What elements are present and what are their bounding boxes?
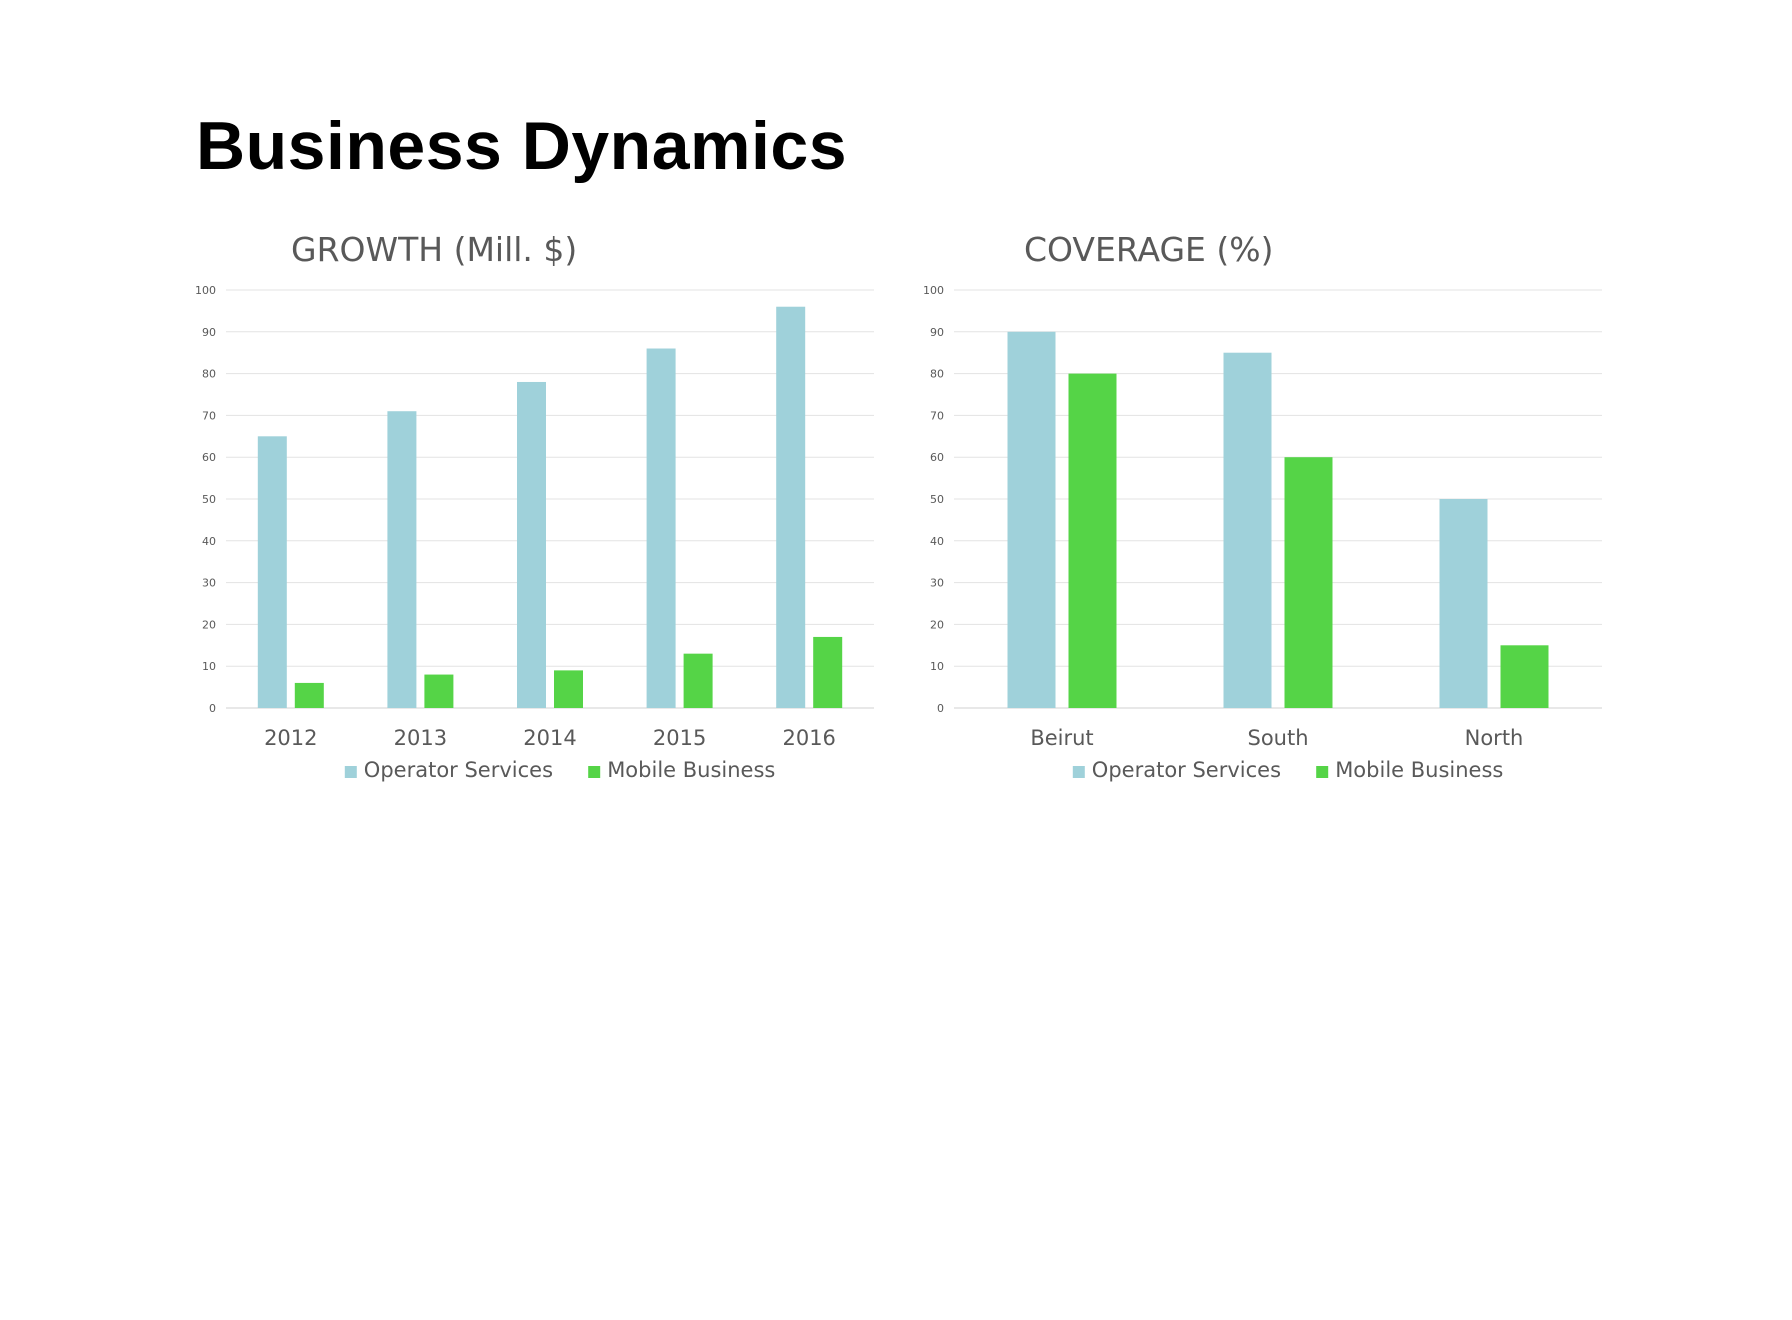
growth-y-tick-label: 40 [202, 535, 216, 548]
growth-bar-operator-services-2013 [387, 411, 417, 708]
coverage-y-tick-label: 30 [930, 577, 944, 590]
coverage-bar-mobile-business-south [1284, 457, 1333, 708]
coverage-legend-swatch [1072, 766, 1085, 778]
growth-legend-label: Operator Services [364, 758, 553, 782]
growth-bar-mobile-business-2015 [683, 653, 713, 708]
growth-chart-title: GROWTH (Mill. $) [291, 230, 577, 269]
growth-y-tick-label: 0 [209, 702, 216, 715]
growth-chart: GROWTH (Mill. $) 0 10 20 30 40 50 60 70 80 90 100 20… [186, 228, 906, 808]
slide-title: Business Dynamics [196, 108, 848, 184]
growth-x-tick-label: 2012 [264, 726, 317, 750]
coverage-y-tick-label: 60 [930, 451, 944, 464]
growth-bar-operator-services-2012 [257, 436, 287, 708]
coverage-legend-label: Mobile Business [1335, 758, 1503, 782]
coverage-y-tick-label: 0 [937, 702, 944, 715]
coverage-x-tick-label: South [1247, 726, 1308, 750]
coverage-y-tick-label: 90 [930, 326, 944, 339]
growth-bar-operator-services-2016 [776, 306, 806, 708]
growth-y-tick-label: 70 [202, 409, 216, 422]
coverage-legend-swatch [1316, 766, 1329, 778]
growth-y-tick-label: 30 [202, 577, 216, 590]
coverage-chart-title: COVERAGE (%) [1024, 230, 1273, 269]
coverage-chart-svg: COVERAGE (%) 0 10 20 30 40 50 60 70 80 90 100 Beirut… [923, 230, 1602, 782]
coverage-y-tick-label: 20 [930, 618, 944, 631]
coverage-y-tick-label: 10 [930, 660, 944, 673]
growth-y-tick-label: 90 [202, 326, 216, 339]
coverage-y-tick-label: 70 [930, 409, 944, 422]
coverage-bar-operator-services-north [1439, 499, 1488, 708]
growth-bar-mobile-business-2016 [813, 636, 843, 708]
growth-legend-label: Mobile Business [607, 758, 775, 782]
growth-x-tick-label: 2014 [523, 726, 576, 750]
coverage-y-tick-label: 100 [923, 284, 944, 297]
growth-bar-mobile-business-2014 [554, 670, 583, 708]
coverage-bar-operator-services-south [1223, 352, 1272, 708]
growth-y-tick-label: 10 [202, 660, 216, 673]
growth-y-tick-label: 100 [195, 284, 216, 297]
growth-y-tick-label: 20 [202, 618, 216, 631]
coverage-bar-operator-services-beirut [1007, 331, 1056, 708]
coverage-chart: COVERAGE (%) 0 10 20 30 40 50 60 70 80 90 100 Beirut… [914, 228, 1634, 808]
growth-legend-swatch [588, 766, 601, 778]
growth-bar-operator-services-2015 [646, 348, 676, 708]
coverage-legend-label: Operator Services [1092, 758, 1281, 782]
growth-y-tick-label: 80 [202, 368, 216, 381]
coverage-y-tick-label: 80 [930, 368, 944, 381]
growth-x-tick-label: 2015 [653, 726, 706, 750]
coverage-x-tick-label: Beirut [1030, 726, 1093, 750]
coverage-y-tick-label: 40 [930, 535, 944, 548]
growth-bar-mobile-business-2012 [294, 682, 324, 708]
growth-bar-operator-services-2014 [517, 381, 546, 708]
coverage-x-tick-label: North [1465, 726, 1524, 750]
coverage-bar-mobile-business-north [1500, 645, 1549, 708]
growth-legend-swatch [344, 766, 357, 778]
growth-y-tick-label: 60 [202, 451, 216, 464]
growth-x-tick-label: 2013 [394, 726, 447, 750]
growth-chart-svg: GROWTH (Mill. $) 0 10 20 30 40 50 60 70 80 90 100 20… [195, 230, 874, 782]
coverage-bar-mobile-business-beirut [1068, 373, 1117, 708]
growth-x-tick-label: 2016 [782, 726, 835, 750]
growth-y-tick-label: 50 [202, 493, 216, 506]
growth-bar-mobile-business-2013 [424, 674, 454, 708]
coverage-y-tick-label: 50 [930, 493, 944, 506]
